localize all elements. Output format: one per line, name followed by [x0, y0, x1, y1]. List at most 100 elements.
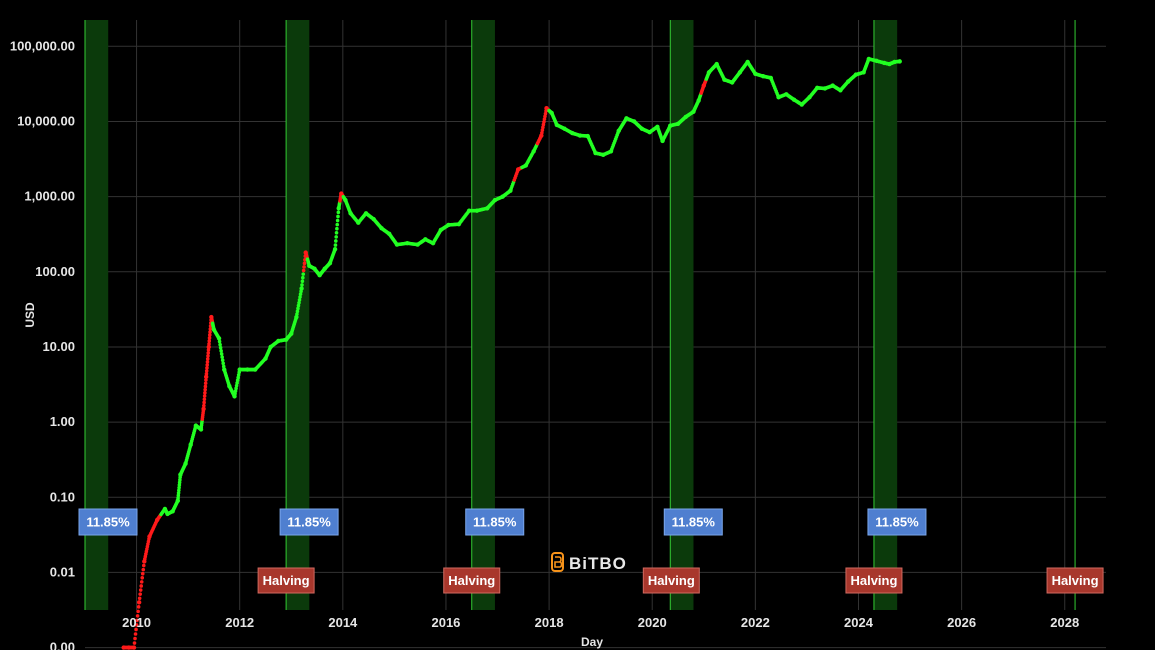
price-point [219, 352, 224, 356]
price-point [133, 632, 138, 636]
price-point [141, 567, 146, 572]
halving-label-text: Halving [1052, 573, 1099, 588]
price-point [234, 383, 239, 388]
y-axis-title: USD [23, 302, 37, 328]
x-tick-label: 2016 [431, 615, 460, 630]
price-point [301, 268, 306, 273]
price-point [178, 478, 182, 482]
price-point [204, 369, 209, 373]
price-point [206, 354, 210, 358]
x-axis-title: Day [581, 635, 603, 649]
percent-label-text: 11.85% [473, 515, 517, 530]
bitbo-logo: BiTBO [551, 552, 627, 573]
price-point [205, 357, 210, 361]
price-point [206, 344, 211, 350]
price-point [202, 394, 207, 398]
price-point [205, 360, 210, 364]
halving-label-text: Halving [263, 573, 310, 588]
price-point [177, 480, 182, 485]
price-point [136, 605, 141, 609]
price-point [207, 336, 212, 340]
price-point [218, 342, 222, 347]
y-tick-label: 1.00 [50, 414, 75, 429]
price-point [132, 641, 137, 645]
price-point [295, 312, 299, 316]
price-point [336, 210, 341, 215]
price-point [298, 292, 303, 296]
x-tick-label: 2024 [844, 615, 874, 630]
price-point [221, 361, 225, 366]
x-tick-label: 2026 [947, 615, 976, 630]
price-point [139, 584, 144, 588]
price-point [177, 485, 181, 490]
price-point [543, 114, 547, 119]
price-point [301, 275, 305, 280]
logo-text: BiTBO [569, 554, 627, 573]
price-point [334, 231, 339, 235]
x-tick-label: 2014 [328, 615, 358, 630]
x-tick-label: 2028 [1050, 615, 1079, 630]
price-point [136, 600, 142, 605]
price-point [299, 286, 304, 291]
price-point [334, 239, 338, 243]
price-point [302, 261, 307, 266]
price-point [297, 300, 301, 305]
x-tick-label: 2022 [741, 615, 770, 630]
price-point [138, 588, 143, 592]
price-point [235, 378, 240, 383]
price-point [540, 128, 545, 132]
price-point [205, 366, 209, 370]
x-tick-label: 2012 [225, 615, 254, 630]
price-point [302, 265, 306, 269]
price-point [332, 246, 338, 252]
percent-label-text: 11.85% [86, 515, 130, 530]
price-point [217, 339, 222, 344]
price-point [138, 592, 142, 596]
price-point [131, 645, 137, 650]
price-point [300, 283, 304, 287]
price-point [134, 623, 139, 627]
bitcoin-b-icon [551, 552, 564, 572]
price-point [136, 609, 140, 614]
price-point [233, 391, 237, 396]
price-point [296, 303, 301, 308]
price-point [177, 488, 181, 493]
price-point [221, 364, 226, 369]
price-point [298, 295, 302, 299]
percent-label-box [465, 508, 525, 536]
price-point [177, 483, 182, 487]
price-point [208, 330, 212, 334]
price-point [207, 339, 212, 343]
price-point [141, 563, 146, 568]
percent-label-box [663, 508, 723, 536]
x-tick-label: 2010 [122, 615, 151, 630]
halving-label-box [845, 567, 903, 594]
price-point [216, 336, 222, 341]
price-point [335, 218, 340, 223]
y-tick-label: 0.00 [50, 640, 75, 650]
halving-label-box [1046, 567, 1104, 594]
y-tick-label: 10,000.00 [17, 113, 75, 128]
y-tick-label: 0.01 [50, 564, 75, 579]
price-point [203, 387, 207, 392]
y-axis-ticks: 100,000.00 10,000.00 1,000.00 100.00 10.00 1.… [10, 38, 75, 650]
price-point [140, 575, 145, 580]
percent-label-text: 11.85% [672, 515, 716, 530]
price-point [134, 627, 138, 632]
price-point [542, 120, 546, 124]
price-point [202, 403, 206, 408]
price-point [336, 214, 340, 219]
x-tick-label: 2020 [638, 615, 667, 630]
price-points [121, 56, 902, 650]
y-tick-label: 1,000.00 [24, 189, 75, 204]
price-point [137, 596, 142, 601]
grid-lines [85, 20, 1106, 649]
percent-label-text: 11.85% [287, 515, 331, 530]
cycle-band [85, 20, 109, 610]
y-tick-label: 100,000.00 [10, 38, 75, 53]
price-point [335, 226, 339, 231]
halving-label-text: Halving [448, 573, 495, 588]
price-point [203, 391, 207, 395]
